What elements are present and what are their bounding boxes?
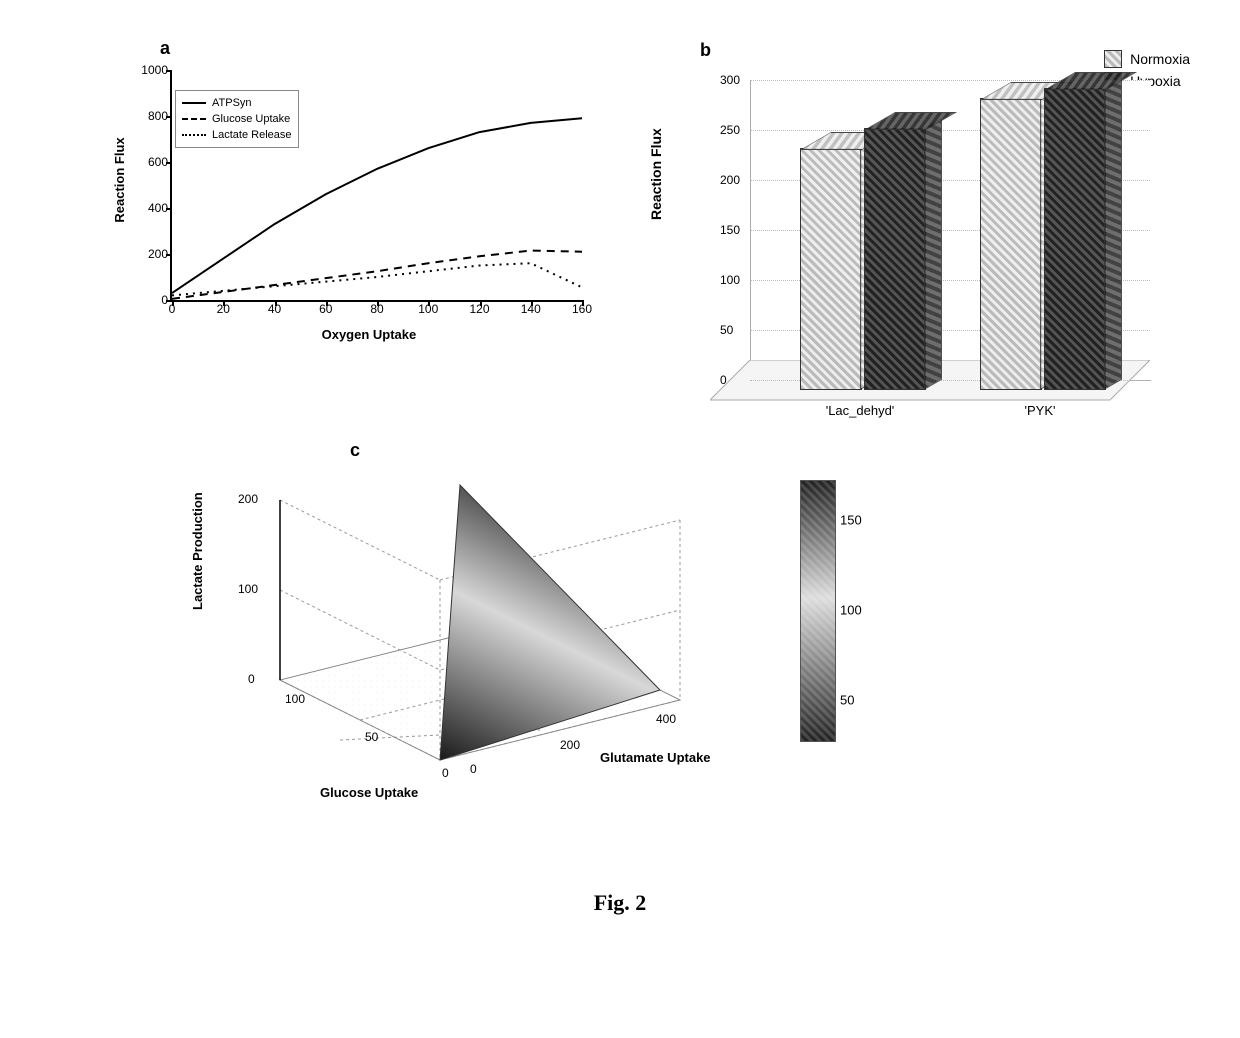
panel-a-xtick-label: 80 bbox=[370, 302, 383, 316]
panel-c-x-axis-title: Glucose Uptake bbox=[320, 785, 418, 800]
panel-a-ytick-label: 200 bbox=[148, 247, 168, 261]
panel-c-colorbar-hatch bbox=[801, 481, 835, 741]
legend-label: Glucose Uptake bbox=[212, 113, 290, 125]
panel-a-xtick-label: 20 bbox=[217, 302, 230, 316]
panel-b-bar bbox=[1044, 90, 1104, 390]
panel-b-ytick-label: 50 bbox=[720, 323, 733, 337]
panel-a-ytick-label: 400 bbox=[148, 201, 168, 215]
panel-a-line-chart: a Reaction Flux 020040060080010000204060… bbox=[100, 60, 600, 340]
panel-c-ytick-0: 0 bbox=[470, 762, 477, 776]
panel-a-series-glucose-uptake bbox=[172, 251, 582, 299]
legend-label: Lactate Release bbox=[212, 129, 292, 141]
legend-swatch bbox=[182, 102, 206, 104]
panel-a-xtick-label: 120 bbox=[469, 302, 489, 316]
panel-c-cb-tick-2: 150 bbox=[840, 513, 862, 528]
panel-a-xtick-label: 60 bbox=[319, 302, 332, 316]
legend-swatch bbox=[182, 118, 206, 120]
panel-b-ytick-label: 300 bbox=[720, 73, 740, 87]
panel-a-ytick-label: 800 bbox=[148, 109, 168, 123]
panel-c-colorbar bbox=[800, 480, 836, 742]
panel-a-xtick-label: 0 bbox=[169, 302, 176, 316]
legend-label: ATPSyn bbox=[212, 97, 252, 109]
legend-swatch bbox=[182, 134, 206, 136]
panel-c-cb-tick-1: 100 bbox=[840, 603, 862, 618]
panel-b-bar-chart: b Reaction Flux Normoxia Hypoxia 0501001… bbox=[640, 40, 1200, 420]
panel-a-ytick-label: 0 bbox=[161, 293, 168, 307]
panel-b-category-label: 'PYK' bbox=[1025, 403, 1056, 418]
panel-c-surface-chart: c bbox=[160, 440, 920, 820]
legend-item-normoxia: Normoxia bbox=[1104, 50, 1190, 68]
panel-b-ytick-label: 150 bbox=[720, 223, 740, 237]
panel-c-ztick-0: 0 bbox=[248, 672, 255, 686]
panel-a-legend-item: ATPSyn bbox=[182, 95, 292, 111]
panel-c-ztick-1: 100 bbox=[238, 582, 258, 596]
legend-swatch-normoxia bbox=[1104, 50, 1122, 68]
panel-c-cb-tick-0: 50 bbox=[840, 693, 854, 708]
panel-a-xtick-label: 40 bbox=[268, 302, 281, 316]
panel-a-legend-item: Glucose Uptake bbox=[182, 111, 292, 127]
figure-caption: Fig. 2 bbox=[0, 890, 1240, 916]
panel-b-plot-area: 050100150200250300'Lac_dehyd''PYK' bbox=[710, 80, 1150, 390]
panel-a-y-axis-title: Reaction Flux bbox=[112, 137, 127, 222]
panel-a-legend: ATPSyn Glucose Uptake Lactate Release bbox=[175, 90, 299, 148]
panel-b-bar bbox=[980, 100, 1040, 390]
panel-c-xtick-1: 50 bbox=[365, 730, 378, 744]
panel-b-bar bbox=[864, 130, 924, 390]
panel-c-xtick-2: 100 bbox=[285, 692, 305, 706]
legend-label-normoxia: Normoxia bbox=[1130, 51, 1190, 67]
panel-c-z-axis-title: Lactate Production bbox=[190, 492, 205, 610]
panel-a-legend-item: Lactate Release bbox=[182, 127, 292, 143]
panel-b-category-label: 'Lac_dehyd' bbox=[826, 403, 895, 418]
panel-a-xtick-label: 140 bbox=[521, 302, 541, 316]
panel-c-ytick-1: 200 bbox=[560, 738, 580, 752]
panel-a-x-axis-title: Oxygen Uptake bbox=[322, 327, 417, 342]
panel-c-y-axis-title: Glutamate Uptake bbox=[600, 750, 711, 765]
panel-a-ytick-label: 1000 bbox=[141, 63, 168, 77]
panel-c-xtick-0: 0 bbox=[442, 766, 449, 780]
panel-a-xtick-label: 100 bbox=[418, 302, 438, 316]
panel-a-ytick-label: 600 bbox=[148, 155, 168, 169]
panel-c-surface-polygon bbox=[440, 485, 660, 760]
panel-c-ytick-2: 400 bbox=[656, 712, 676, 726]
panel-b-ytick-label: 250 bbox=[720, 123, 740, 137]
panel-b-label: b bbox=[700, 40, 711, 61]
panel-b-ytick-label: 200 bbox=[720, 173, 740, 187]
panel-a-label: a bbox=[160, 38, 170, 59]
panel-c-ztick-2: 200 bbox=[238, 492, 258, 506]
panel-b-ytick-label: 0 bbox=[720, 373, 727, 387]
panel-a-xtick-label: 160 bbox=[572, 302, 592, 316]
panel-b-ytick-label: 100 bbox=[720, 273, 740, 287]
panel-b-bar bbox=[800, 150, 860, 390]
panel-b-y-axis-title: Reaction Flux bbox=[648, 128, 664, 220]
